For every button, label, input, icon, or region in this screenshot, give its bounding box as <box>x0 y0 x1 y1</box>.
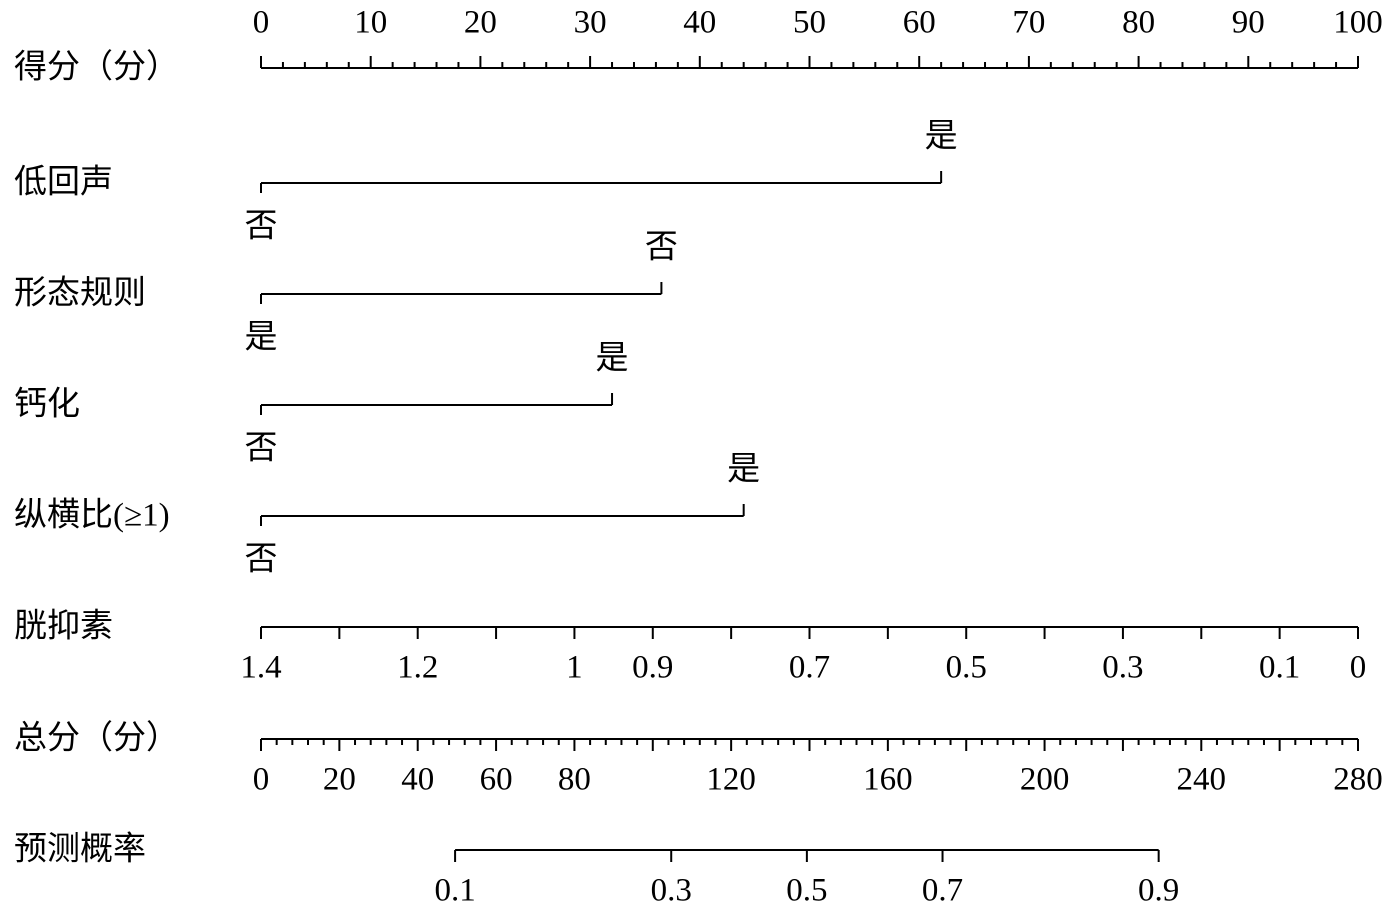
tick-label: 0.1 <box>1259 650 1300 686</box>
level-label: 是 <box>727 452 760 488</box>
row-label: 得分（分） <box>14 49 179 86</box>
level-label: 是 <box>596 341 629 377</box>
tick-label: 0.5 <box>786 873 827 909</box>
level-label: 否 <box>245 209 278 245</box>
tick-label: 0.3 <box>1102 650 1143 686</box>
row-label: 低回声 <box>14 164 113 201</box>
tick-label: 0.7 <box>789 650 830 686</box>
tick-label: 100 <box>1333 5 1383 41</box>
tick-label: 240 <box>1177 762 1227 798</box>
tick-label: 10 <box>354 5 387 41</box>
row-label: 预测概率 <box>14 831 146 868</box>
tick-label: 200 <box>1020 762 1070 798</box>
tick-label: 40 <box>401 762 434 798</box>
tick-label: 70 <box>1012 5 1045 41</box>
level-label: 否 <box>245 431 278 467</box>
level-label: 否 <box>645 230 678 266</box>
tick-label: 0.5 <box>946 650 987 686</box>
level-label: 否 <box>245 542 278 578</box>
tick-label: 20 <box>464 5 497 41</box>
tick-label: 0.3 <box>651 873 692 909</box>
row-label: 总分（分） <box>14 720 179 757</box>
tick-label: 20 <box>323 762 356 798</box>
tick-label: 0 <box>253 762 270 798</box>
level-label: 是 <box>245 320 278 356</box>
level-label: 是 <box>925 119 958 155</box>
tick-label: 40 <box>683 5 716 41</box>
row-label: 胱抑素 <box>14 608 113 645</box>
row-label: 形态规则 <box>14 275 146 312</box>
tick-label: 1 <box>566 650 583 686</box>
tick-label: 0.9 <box>632 650 673 686</box>
tick-label: 30 <box>574 5 607 41</box>
tick-label: 60 <box>903 5 936 41</box>
tick-label: 280 <box>1333 762 1383 798</box>
tick-label: 0.7 <box>922 873 963 909</box>
tick-label: 50 <box>793 5 826 41</box>
tick-label: 80 <box>558 762 591 798</box>
tick-label: 120 <box>706 762 756 798</box>
row-label: 钙化 <box>14 386 80 423</box>
tick-label: 160 <box>863 762 913 798</box>
tick-label: 0 <box>1350 650 1367 686</box>
tick-label: 90 <box>1232 5 1265 41</box>
tick-label: 0.9 <box>1138 873 1179 909</box>
tick-label: 0 <box>253 5 270 41</box>
tick-label: 1.4 <box>240 650 281 686</box>
tick-label: 1.2 <box>397 650 438 686</box>
tick-label: 60 <box>480 762 513 798</box>
tick-label: 80 <box>1122 5 1155 41</box>
row-label: 纵横比(≥1) <box>14 497 170 534</box>
tick-label: 0.1 <box>434 873 475 909</box>
